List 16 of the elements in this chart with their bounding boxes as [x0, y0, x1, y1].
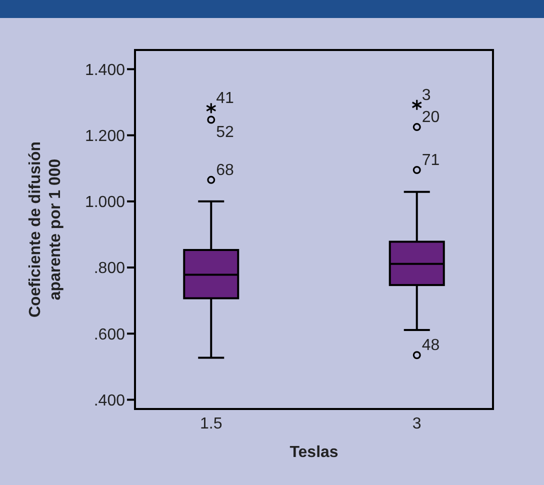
y-tick-label: .400 — [94, 392, 126, 410]
x-axis-title: Teslas — [290, 444, 338, 461]
y-tick-label: .600 — [94, 326, 126, 344]
annotation: 68 — [216, 162, 234, 179]
y-tick-label: 1.200 — [84, 128, 126, 145]
y-tick-label: 1.400 — [84, 62, 126, 79]
annotation: 52 — [216, 124, 234, 141]
y-tick-label: 1.000 — [84, 194, 126, 212]
annotation: 20 — [422, 109, 440, 126]
annotation: 3 — [422, 86, 431, 104]
y-axis-title: Coeficiente de difusión aparente por 1 000 — [27, 141, 64, 318]
x-tick-label: 1.5 — [200, 415, 222, 432]
annotation: 41 — [216, 90, 234, 108]
y-tick-label: .800 — [94, 260, 126, 278]
annotation: 48 — [422, 337, 440, 354]
annotation: 71 — [422, 152, 440, 169]
